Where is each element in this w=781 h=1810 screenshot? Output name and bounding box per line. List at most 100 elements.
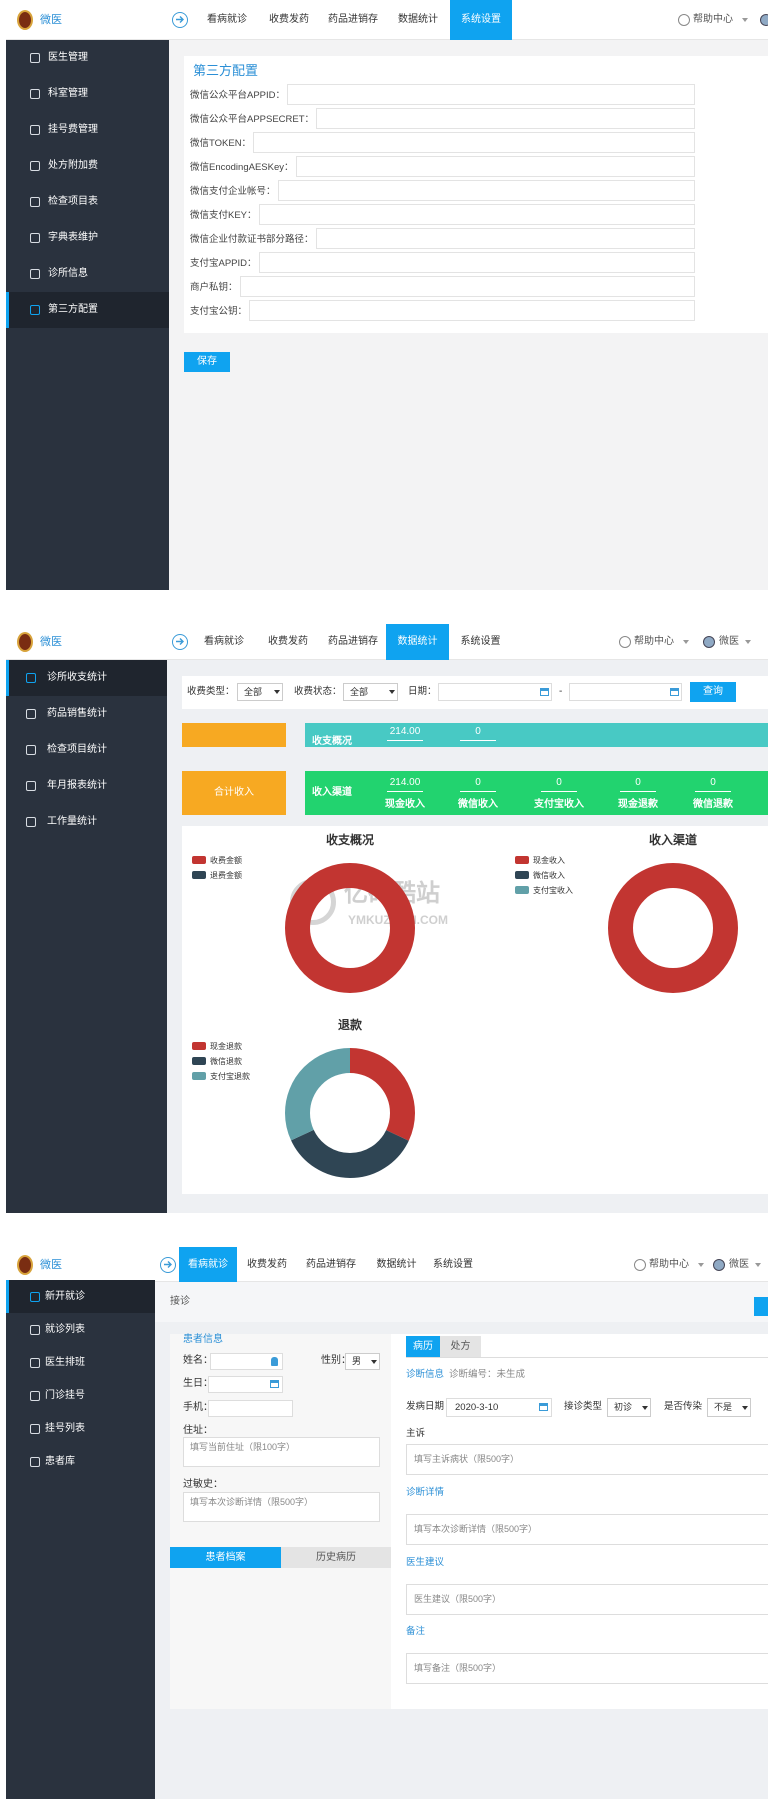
text-input[interactable]: 2020-3-10 — [446, 1398, 552, 1417]
nav-item[interactable]: 看病就诊 — [207, 14, 247, 25]
nav-item[interactable]: 看病就诊 — [179, 1247, 237, 1282]
nav-item[interactable]: 药品进销存 — [328, 14, 378, 25]
text-input[interactable]: 填写本次诊断详情（限500字） — [406, 1514, 768, 1545]
tab[interactable]: 患者档案 — [170, 1547, 281, 1568]
section-title: 第三方配置 — [193, 63, 259, 78]
help-icon[interactable] — [678, 14, 690, 26]
nav-item[interactable]: 系统设置 — [433, 1259, 473, 1270]
nav-item[interactable]: 数据统计 — [398, 14, 438, 25]
field-label: 商户私钥： — [190, 282, 238, 293]
text-input[interactable]: 填写本次诊断详情（限500字） — [183, 1492, 380, 1522]
section-label: 备注 — [406, 1626, 426, 1637]
tab[interactable]: 处方 — [440, 1336, 481, 1357]
nav-item[interactable]: 系统设置 — [460, 636, 501, 647]
total-box — [182, 771, 286, 815]
text-input[interactable] — [208, 1376, 283, 1393]
brand-name: 微医 — [40, 14, 62, 26]
text-input[interactable] — [258, 251, 695, 273]
text-input[interactable] — [258, 203, 695, 225]
tab[interactable]: 历史病历 — [281, 1547, 391, 1568]
page-panel: 微医 看病就诊 收费发药 药品进销存 数据统计 系统设置 帮助中心 微医 诊所收支统计 药品销售统… — [0, 624, 768, 1213]
text-input[interactable]: 医生建议（限500字） — [406, 1584, 768, 1615]
user-avatar[interactable] — [713, 1258, 725, 1271]
back-icon[interactable] — [172, 12, 188, 28]
breadcrumb-bar — [155, 1282, 768, 1322]
nav-item[interactable]: 数据统计 — [376, 1259, 417, 1270]
nav-item[interactable]: 药品进销存 — [306, 1259, 356, 1270]
help-link[interactable]: 帮助中心 — [634, 636, 674, 647]
tab[interactable]: 病历 — [406, 1336, 440, 1357]
text-input[interactable] — [208, 1400, 293, 1417]
text-input[interactable] — [253, 131, 695, 153]
field-label: 接诊类型 — [564, 1401, 603, 1412]
caret — [274, 690, 280, 694]
nav-item[interactable]: 系统设置 — [450, 0, 512, 40]
nav-item[interactable]: 数据统计 — [386, 624, 449, 660]
text-input[interactable] — [295, 155, 695, 177]
select[interactable]: 初诊 — [607, 1398, 651, 1417]
back-icon[interactable] — [172, 634, 188, 650]
user-avatar[interactable] — [703, 636, 715, 648]
text-input[interactable] — [438, 683, 552, 701]
help-link[interactable]: 帮助中心 — [693, 14, 733, 25]
text-input[interactable]: 填写备注（限500字） — [406, 1653, 768, 1684]
page-panel: 微医 看病就诊 收费发药 药品进销存 数据统计 系统设置 帮助中心 微医 新开就诊 就诊列表 医生排… — [0, 1247, 768, 1799]
select-value: 全部 — [244, 687, 263, 697]
sidebar-label: 挂号费管理 — [48, 124, 98, 135]
nav-item[interactable]: 看病就诊 — [204, 636, 244, 647]
help-link[interactable]: 帮助中心 — [649, 1258, 689, 1270]
sidebar-label: 医生排班 — [45, 1356, 85, 1368]
arrow-glyph — [164, 1260, 172, 1268]
action-button[interactable] — [754, 1297, 768, 1316]
text-input[interactable]: 填写主诉病状（限500字） — [406, 1444, 768, 1475]
sidebar-item[interactable] — [6, 660, 167, 696]
text-input[interactable] — [249, 299, 695, 321]
text-input[interactable] — [316, 107, 695, 129]
text-input[interactable] — [315, 227, 695, 249]
help-icon[interactable] — [634, 1258, 646, 1271]
select[interactable]: 男 — [345, 1353, 380, 1370]
text-input[interactable] — [569, 683, 682, 701]
nav-item[interactable]: 收费发药 — [269, 14, 309, 25]
text-input[interactable] — [277, 179, 695, 201]
arrow-glyph — [176, 638, 184, 645]
text-input[interactable] — [210, 1353, 283, 1370]
date-separator: - — [559, 686, 563, 697]
form-row: 微信企业付款证书部分路径： — [190, 227, 695, 249]
sidebar-icon — [30, 197, 40, 207]
total-label: 合计收入 — [214, 787, 254, 798]
income-item-label: 微信收入 — [458, 799, 498, 810]
sidebar-item[interactable] — [6, 1445, 155, 1478]
placeholder: 填写主诉病状（限500字） — [414, 1454, 520, 1464]
income-value: 0 — [635, 777, 641, 788]
select[interactable]: 不是 — [707, 1398, 751, 1417]
query-button[interactable]: 查询 — [690, 682, 736, 702]
select[interactable]: 全部 — [237, 683, 283, 701]
sidebar-icon — [30, 233, 40, 243]
sidebar-label: 挂号列表 — [45, 1422, 85, 1434]
nav-item[interactable]: 收费发药 — [268, 636, 308, 647]
user-avatar[interactable] — [760, 14, 768, 26]
sidebar-item[interactable] — [6, 292, 169, 328]
arrow-path — [164, 1260, 172, 1268]
logo — [17, 10, 33, 30]
text-input[interactable] — [239, 275, 695, 297]
underline — [460, 740, 496, 741]
sidebar-icon — [26, 781, 36, 791]
sidebar-label: 门诊挂号 — [45, 1389, 85, 1401]
text-input[interactable]: 填写当前住址（限100字） — [183, 1437, 380, 1467]
field-label: 手机： — [183, 1402, 213, 1413]
select[interactable]: 全部 — [343, 683, 398, 701]
user-name[interactable]: 微医 — [719, 636, 739, 647]
nav-item[interactable]: 收费发药 — [247, 1259, 287, 1270]
save-button[interactable]: 保存 — [184, 352, 230, 372]
income-bar: 收入渠道 214.00 现金收入 0 微信收入 0 支付宝收入 0 现金退款 0 微信退款 — [305, 771, 768, 815]
back-icon[interactable] — [160, 1256, 176, 1273]
help-icon[interactable] — [619, 636, 631, 648]
section-label: 医生建议 — [406, 1557, 445, 1568]
text-input[interactable] — [287, 83, 695, 105]
nav-item[interactable]: 药品进销存 — [328, 636, 378, 647]
user-icon — [271, 1357, 278, 1366]
top-bar — [6, 0, 768, 40]
user-name[interactable]: 微医 — [729, 1258, 749, 1270]
